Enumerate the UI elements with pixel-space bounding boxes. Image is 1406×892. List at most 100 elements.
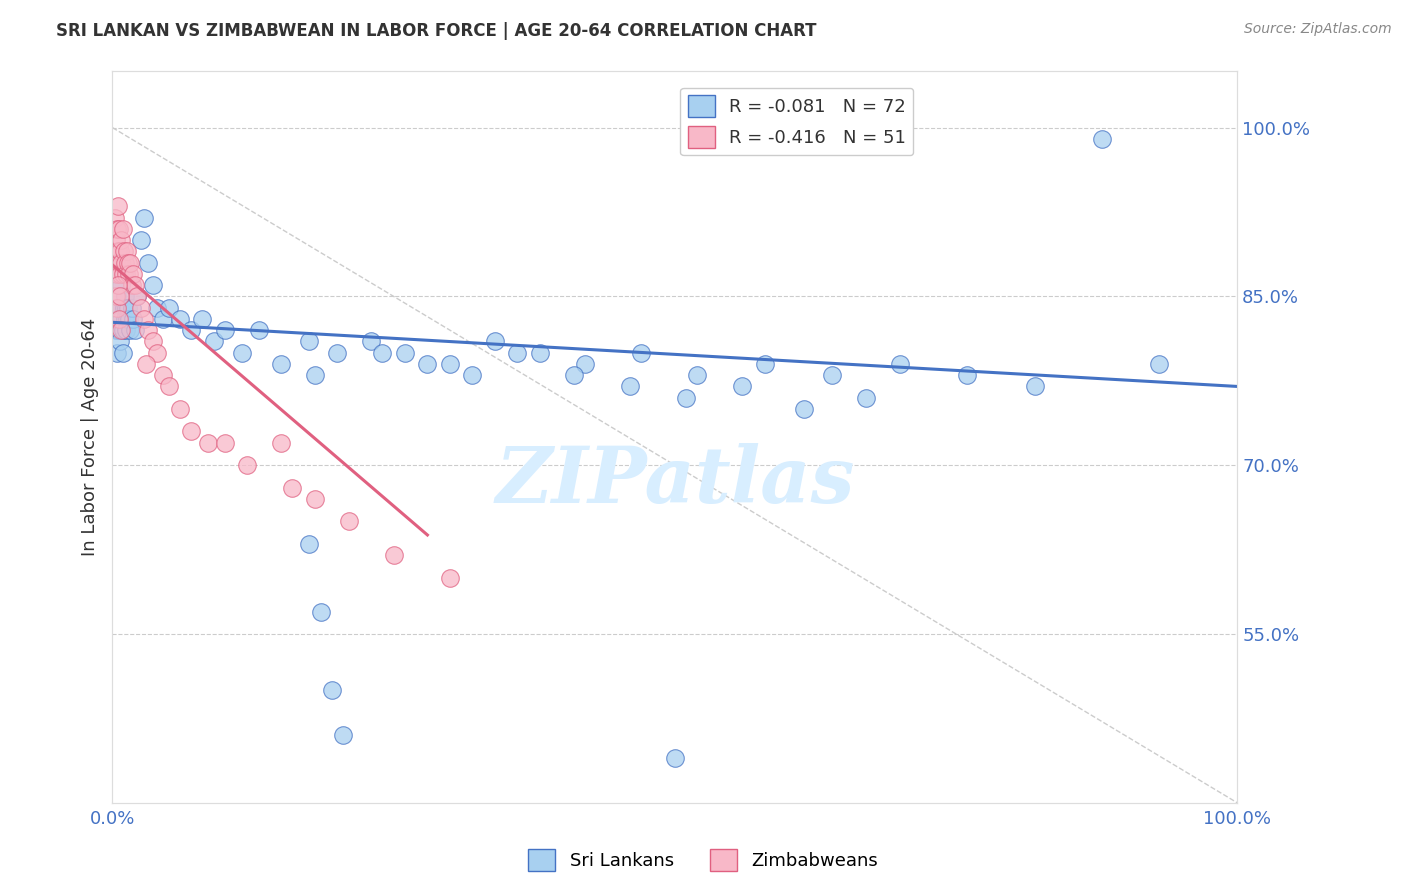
Point bbox=[146, 345, 169, 359]
Point bbox=[754, 357, 776, 371]
Point bbox=[110, 244, 132, 259]
Point bbox=[127, 289, 149, 303]
Point bbox=[121, 267, 143, 281]
Point bbox=[214, 435, 236, 450]
Legend: R = -0.081   N = 72, R = -0.416   N = 51: R = -0.081 N = 72, R = -0.416 N = 51 bbox=[681, 87, 914, 155]
Point bbox=[146, 301, 169, 315]
Point bbox=[630, 345, 652, 359]
Point bbox=[107, 199, 129, 213]
Point bbox=[104, 289, 127, 303]
Point bbox=[104, 233, 127, 247]
Point bbox=[202, 334, 225, 349]
Point bbox=[529, 345, 551, 359]
Point bbox=[124, 323, 146, 337]
Point bbox=[337, 515, 360, 529]
Point bbox=[129, 301, 152, 315]
Point bbox=[270, 435, 292, 450]
Point bbox=[416, 357, 439, 371]
Point bbox=[326, 345, 349, 359]
Point bbox=[121, 301, 143, 315]
Point bbox=[135, 357, 157, 371]
Point bbox=[112, 301, 135, 315]
Point bbox=[132, 312, 155, 326]
Point bbox=[321, 683, 343, 698]
Point bbox=[110, 289, 132, 303]
Point bbox=[138, 255, 160, 269]
Point bbox=[104, 211, 127, 225]
Point bbox=[309, 605, 332, 619]
Point bbox=[110, 255, 132, 269]
Point bbox=[1024, 379, 1046, 393]
Point bbox=[619, 379, 641, 393]
Point bbox=[120, 323, 142, 337]
Point bbox=[115, 244, 138, 259]
Point bbox=[439, 571, 461, 585]
Point bbox=[105, 289, 128, 303]
Point bbox=[731, 379, 754, 393]
Point bbox=[110, 334, 132, 349]
Point bbox=[111, 222, 134, 236]
Point bbox=[132, 211, 155, 225]
Point bbox=[1147, 357, 1170, 371]
Point bbox=[115, 323, 138, 337]
Point bbox=[382, 548, 405, 562]
Point bbox=[394, 345, 416, 359]
Point bbox=[117, 301, 139, 315]
Point bbox=[124, 278, 146, 293]
Point bbox=[108, 312, 131, 326]
Point bbox=[157, 379, 180, 393]
Point bbox=[298, 537, 321, 551]
Point bbox=[304, 368, 326, 383]
Point bbox=[574, 357, 596, 371]
Point bbox=[115, 301, 138, 315]
Point bbox=[112, 244, 135, 259]
Point bbox=[104, 301, 127, 315]
Point bbox=[107, 244, 129, 259]
Point bbox=[180, 323, 202, 337]
Point bbox=[108, 222, 131, 236]
Point bbox=[231, 345, 253, 359]
Point bbox=[104, 323, 127, 337]
Point bbox=[121, 312, 143, 326]
Point bbox=[110, 278, 132, 293]
Point bbox=[270, 357, 292, 371]
Point bbox=[107, 255, 129, 269]
Point bbox=[105, 345, 128, 359]
Point bbox=[371, 345, 394, 359]
Point bbox=[169, 312, 191, 326]
Point bbox=[138, 323, 160, 337]
Point bbox=[506, 345, 529, 359]
Point bbox=[105, 222, 128, 236]
Point bbox=[1091, 132, 1114, 146]
Point bbox=[110, 301, 132, 315]
Point bbox=[793, 401, 815, 416]
Point bbox=[117, 255, 139, 269]
Point bbox=[675, 391, 697, 405]
Point bbox=[112, 267, 135, 281]
Point bbox=[142, 278, 165, 293]
Point bbox=[114, 255, 136, 269]
Point bbox=[110, 323, 132, 337]
Point bbox=[197, 435, 219, 450]
Text: ZIPatlas: ZIPatlas bbox=[495, 442, 855, 519]
Point bbox=[298, 334, 321, 349]
Point bbox=[120, 255, 142, 269]
Point bbox=[439, 357, 461, 371]
Point bbox=[114, 312, 136, 326]
Point bbox=[115, 267, 138, 281]
Point bbox=[105, 267, 128, 281]
Point bbox=[114, 289, 136, 303]
Point bbox=[127, 289, 149, 303]
Y-axis label: In Labor Force | Age 20-64: In Labor Force | Age 20-64 bbox=[80, 318, 98, 557]
Point bbox=[110, 233, 132, 247]
Point bbox=[214, 323, 236, 337]
Point bbox=[118, 267, 141, 281]
Point bbox=[461, 368, 484, 383]
Point bbox=[484, 334, 506, 349]
Point bbox=[169, 401, 191, 416]
Point bbox=[121, 278, 143, 293]
Point bbox=[110, 312, 132, 326]
Point bbox=[191, 312, 214, 326]
Point bbox=[118, 312, 141, 326]
Point bbox=[686, 368, 709, 383]
